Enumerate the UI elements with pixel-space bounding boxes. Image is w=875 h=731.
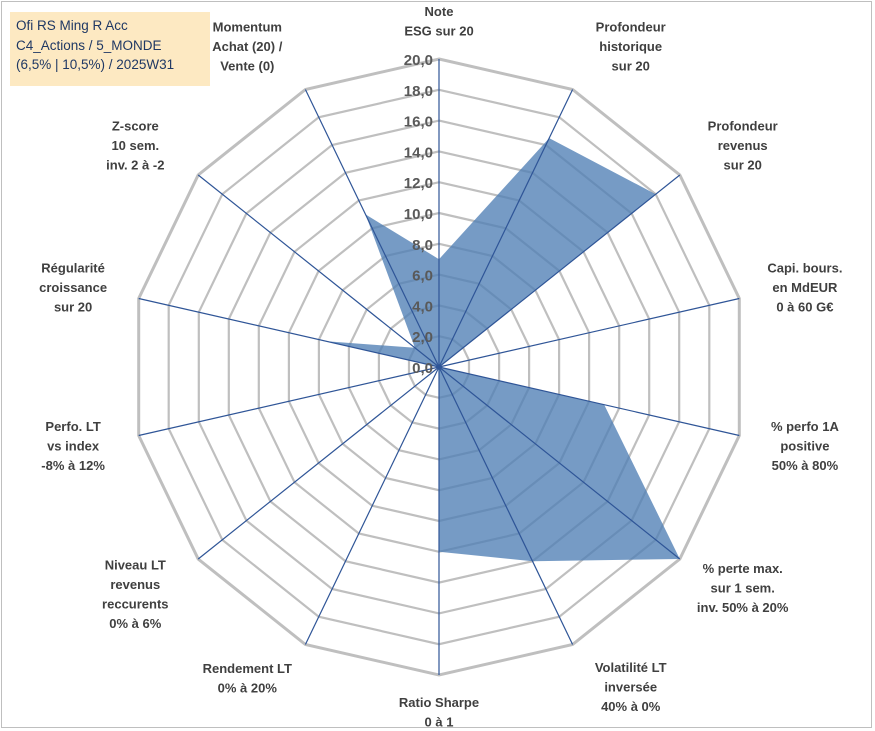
axis-label-line: Achat (20) / [212, 39, 282, 54]
axis-spoke [438, 366, 681, 560]
tick-label: 2,0 [412, 329, 433, 346]
axis-label-line: en MdEUR [772, 280, 838, 295]
axis-label-line: sur 20 [612, 59, 650, 74]
title-line-1: Ofi RS Ming R Acc [16, 18, 128, 33]
axis-label-line: Vente (0) [220, 59, 274, 74]
tick-label: 10,0 [404, 206, 433, 223]
axis-label-line: Z-score [112, 118, 159, 133]
tick-label: 18,0 [404, 83, 433, 100]
spoke-layer [138, 59, 740, 675]
title-line-2: C4_Actions / 5_MONDE [16, 37, 162, 53]
axis-label-line: vs index [47, 438, 100, 453]
axis-label-line: historique [599, 39, 662, 54]
axis-label-line: 0% à 6% [109, 616, 161, 631]
axis-label: Volatilité LT inversée 40% à 0% [595, 660, 667, 714]
axis-label-line: croissance [39, 280, 107, 295]
axis-label-line: ESG sur 20 [404, 24, 473, 39]
axis-label-line: reccurents [102, 597, 168, 612]
axis-label: Momentum Achat (20) / Vente (0) [212, 20, 282, 74]
tick-label: 4,0 [412, 298, 433, 315]
axis-label-line: Profondeur [596, 20, 666, 35]
axis-label: Rendement LT 0% à 20% [203, 661, 292, 696]
axis-label-line: sur 20 [54, 300, 92, 315]
axis-label-line: inversée [604, 679, 657, 694]
title-box: Ofi RS Ming R Acc C4_Actions / 5_MONDE (… [10, 12, 210, 86]
axis-label-line: -8% à 12% [41, 458, 105, 473]
axis-spoke [438, 366, 574, 645]
data-area [326, 138, 680, 562]
axis-label-line: 50% à 80% [772, 458, 839, 473]
axis-label-line: 0% à 20% [218, 680, 278, 695]
axis-label-line: sur 1 sem. [711, 581, 775, 596]
axis-label-line: Note [425, 4, 454, 19]
axis-label: Régularité croissance sur 20 [39, 261, 107, 315]
axis-label-line: 0 à 1 [425, 715, 454, 730]
axis-label: Profondeur historique sur 20 [596, 20, 666, 74]
axis-label-line: Régularité [41, 261, 105, 276]
axis-spoke [197, 366, 440, 560]
axis-label: Capi. bours. en MdEUR 0 à 60 G€ [767, 261, 842, 315]
data-layer [326, 138, 680, 562]
axis-spoke [304, 89, 440, 368]
tick-label: 20,0 [404, 52, 433, 69]
axis-label: % perfo 1A positive 50% à 80% [771, 419, 840, 473]
tick-label: 6,0 [412, 268, 433, 285]
axis-label-line: Profondeur [708, 118, 778, 133]
axis-label-line: Volatilité LT [595, 660, 667, 675]
axis-label-line: positive [780, 438, 829, 453]
tick-layer: 0,0 2,0 4,0 6,0 8,0 10,0 12,0 14,0 16,0 18,0 20,0 [404, 52, 433, 377]
axis-label-line: Ratio Sharpe [399, 695, 479, 710]
axis-spoke [138, 297, 440, 368]
axis-spoke [438, 366, 740, 437]
axis-label-line: % perfo 1A [771, 419, 840, 434]
axis-label-line: Perfo. LT [45, 419, 100, 434]
axis-label: Z-score 10 sem. inv. 2 à -2 [106, 118, 164, 172]
axis-label-line: Capi. bours. [767, 261, 842, 276]
axis-label: Perfo. LT vs index -8% à 12% [41, 419, 105, 473]
axis-label-line: Rendement LT [203, 661, 292, 676]
tick-label: 14,0 [404, 144, 433, 161]
axis-label-line: sur 20 [724, 157, 762, 172]
axis-label-line: inv. 2 à -2 [106, 157, 164, 172]
axis-label: Note ESG sur 20 [404, 4, 473, 39]
axis-label-line: 40% à 0% [601, 699, 661, 714]
axis-label-line: 0 à 60 G€ [776, 300, 833, 315]
title-line-3: (6,5% | 10,5%) / 2025W31 [16, 57, 175, 72]
axis-label-line: revenus [110, 577, 160, 592]
axis-label-line: inv. 50% à 20% [697, 600, 789, 615]
axis-label-line: Momentum [213, 20, 282, 35]
tick-label: 12,0 [404, 175, 433, 192]
tick-label: 8,0 [412, 237, 433, 254]
axis-spoke [438, 174, 681, 368]
axis-label-line: revenus [718, 138, 768, 153]
axis-spoke [304, 366, 440, 645]
axis-label: % perte max. sur 1 sem. inv. 50% à 20% [697, 561, 789, 615]
tick-label: 0,0 [412, 360, 433, 377]
axis-spoke [438, 89, 574, 368]
axis-label-line: 10 sem. [111, 138, 159, 153]
tick-label: 16,0 [404, 114, 433, 131]
axis-label-line: Niveau LT [105, 558, 166, 573]
axis-label: Niveau LT revenus reccurents 0% à 6% [102, 558, 168, 632]
axis-label: Profondeur revenus sur 20 [708, 118, 778, 172]
axis-label-line: % perte max. [703, 561, 783, 576]
label-layer: Note ESG sur 20 Profondeur historique sur 20… [39, 4, 842, 730]
axis-spoke [438, 297, 740, 368]
axis-label: Ratio Sharpe 0 à 1 [399, 695, 479, 730]
axis-spoke [197, 174, 440, 368]
axis-spoke [138, 366, 440, 437]
